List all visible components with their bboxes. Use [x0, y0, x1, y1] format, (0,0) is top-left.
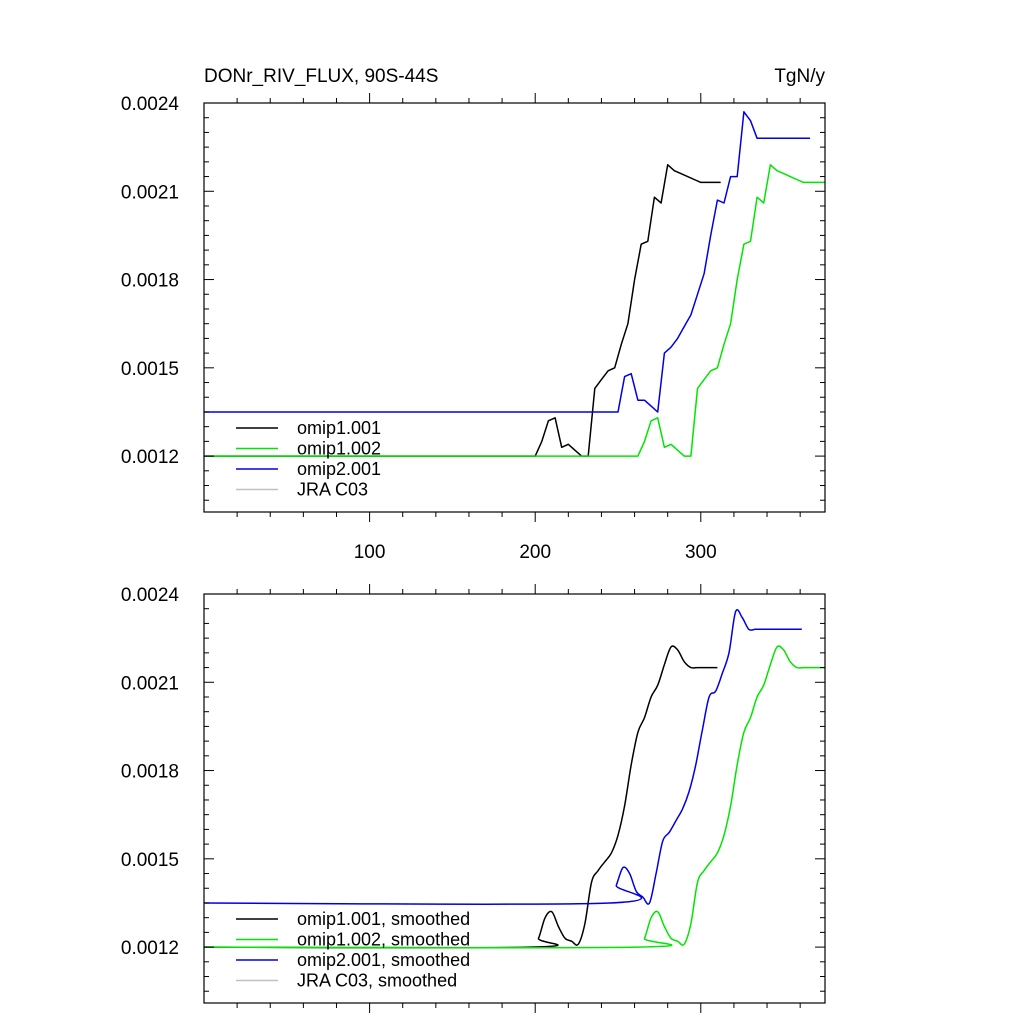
bottom-y-tick-label: 0.0024: [121, 585, 180, 606]
bottom-series-line-omip1_002: [204, 645, 825, 949]
top-legend-label: omip1.002: [297, 439, 381, 459]
top-x-tick-label: 100: [354, 542, 386, 563]
top-legend-label: omip2.001: [297, 459, 381, 479]
bottom-y-tick-label: 0.0021: [121, 673, 179, 694]
top-panel-frame: [203, 102, 826, 513]
top-panel-plot-area: [204, 111, 825, 457]
top-y-tick-label: 0.0018: [121, 271, 179, 292]
bottom-panel: 0.0012 0.0015 0.0018 0.0021 0.0024 omip1.001,…: [121, 584, 826, 1013]
top-y-tick-label: 0.0021: [121, 182, 179, 203]
top-legend-label: omip1.001: [297, 418, 381, 438]
top-panel-title: DONr_RIV_FLUX, 90S-44S: [204, 66, 438, 87]
top-y-tick-label: 0.0015: [121, 359, 179, 380]
bottom-y-tick-label: 0.0018: [121, 762, 179, 783]
bottom-legend-label: JRA C03, smoothed: [297, 971, 457, 991]
top-x-tick-label: 200: [519, 542, 551, 563]
bottom-panel-frame: [203, 593, 826, 1004]
bottom-legend-label: omip1.002, smoothed: [297, 930, 470, 950]
bottom-y-tick-label: 0.0015: [121, 850, 179, 871]
top-legend-label: JRA C03: [297, 480, 368, 500]
top-y-tick-label: 0.0012: [121, 447, 179, 468]
top-series-line-omip2_001: [204, 111, 811, 413]
top-x-tick-label: 300: [685, 542, 717, 563]
bottom-legend-label: omip1.001, smoothed: [297, 909, 470, 929]
bottom-series-line-omip1_001: [204, 645, 718, 949]
top-series-line-omip1_002: [204, 164, 825, 457]
bottom-panel-plot-area: [204, 608, 825, 949]
top-series-line-omip1_001: [204, 164, 721, 457]
bottom-series-line-omip2_001: [204, 608, 802, 906]
bottom-legend-label: omip2.001, smoothed: [297, 950, 470, 970]
top-panel: DONr_RIV_FLUX, 90S-44S TgN/y 0.0012 0.001…: [121, 66, 826, 563]
top-panel-units: TgN/y: [774, 66, 825, 87]
bottom-y-tick-label: 0.0012: [121, 938, 179, 959]
top-y-tick-label: 0.0024: [121, 94, 180, 115]
